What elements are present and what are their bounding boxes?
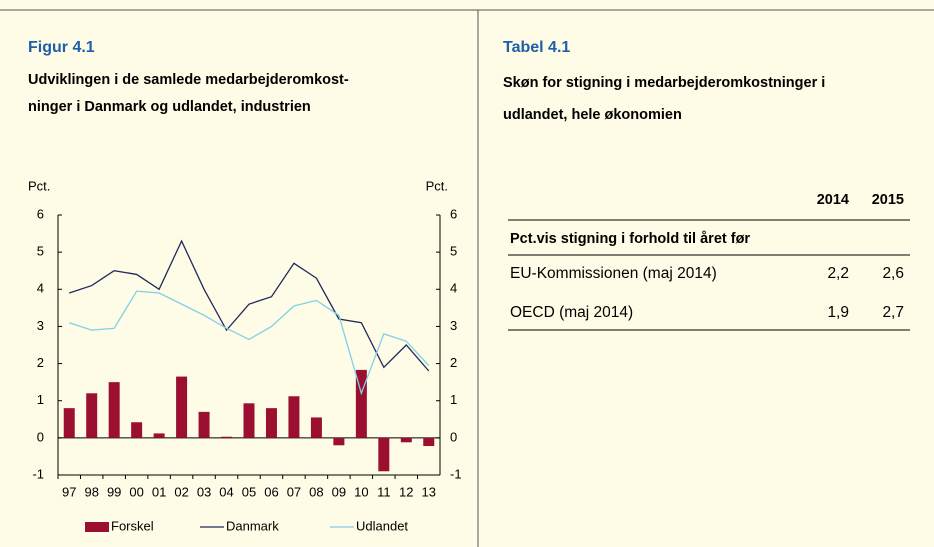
y2-tick-label: 2 [450, 355, 457, 370]
legend-label: Forskel [111, 518, 154, 533]
bar [221, 436, 233, 438]
bar [288, 396, 300, 438]
y2-tick-label: 6 [450, 206, 457, 221]
bar [63, 408, 75, 438]
x-tick-label: 97 [62, 484, 76, 499]
y-tick-label: 5 [37, 244, 44, 259]
x-tick-label: 12 [399, 484, 413, 499]
table-subtitle: udlandet, hele økonomien [503, 107, 682, 123]
figure-subtitle: Udviklingen i de samlede medarbejderomko… [28, 72, 349, 88]
x-tick-label: 02 [174, 484, 188, 499]
x-tick-label: 01 [152, 484, 166, 499]
y-tick-label: 6 [37, 206, 44, 221]
x-tick-label: 98 [84, 484, 98, 499]
x-tick-label: 10 [354, 484, 368, 499]
bar [243, 403, 255, 438]
row-label: EU-Kommissionen (maj 2014) [510, 265, 717, 282]
cell: 2,2 [827, 265, 849, 282]
bar [310, 417, 322, 438]
x-tick-label: 08 [309, 484, 323, 499]
legend-label: Danmark [226, 518, 279, 533]
y-tick-label: 2 [37, 355, 44, 370]
cell: 1,9 [827, 304, 849, 321]
column-header: 2014 [817, 192, 849, 208]
legend-swatch [85, 522, 109, 532]
bar [86, 393, 98, 438]
bar [176, 376, 188, 438]
line [69, 239, 430, 372]
cell: 2,6 [882, 265, 904, 282]
y-label: Pct. [28, 178, 50, 193]
y2-tick-label: 4 [450, 281, 457, 296]
table-subtitle: Skøn for stigning i medarbejderomkostnin… [503, 75, 825, 91]
bar [355, 369, 367, 438]
bar [400, 437, 412, 443]
y-tick-label: -1 [32, 466, 44, 481]
x-tick-label: 11 [377, 484, 391, 499]
y-tick-label: 3 [37, 318, 44, 333]
cell: 2,7 [882, 304, 904, 321]
x-tick-label: 05 [242, 484, 256, 499]
bar [108, 382, 120, 438]
y-tick-label: 4 [37, 281, 44, 296]
x-tick-label: 07 [287, 484, 301, 499]
y-tick-label: 1 [37, 392, 44, 407]
bar [423, 437, 435, 447]
row-label: OECD (maj 2014) [510, 304, 633, 321]
section-header: Pct.vis stigning i forhold til året før [510, 231, 750, 247]
bar [333, 437, 345, 446]
y2-tick-label: -1 [450, 466, 462, 481]
figure-subtitle: ninger i Danmark og udlandet, industrien [28, 99, 311, 115]
bar [198, 411, 210, 438]
bar [378, 437, 390, 472]
bar [131, 422, 143, 438]
x-tick-label: 09 [332, 484, 346, 499]
x-tick-label: 06 [264, 484, 278, 499]
y2-tick-label: 1 [450, 392, 457, 407]
y2-tick-label: 3 [450, 318, 457, 333]
x-tick-label: 03 [197, 484, 211, 499]
table-title: Tabel 4.1 [503, 39, 570, 56]
y-tick-label: 0 [37, 429, 44, 444]
column-header: 2015 [872, 192, 904, 208]
x-tick-label: 13 [422, 484, 436, 499]
x-tick-label: 00 [129, 484, 143, 499]
bar [265, 408, 277, 438]
x-tick-label: 04 [219, 484, 233, 499]
y2-label: Pct. [426, 178, 448, 193]
figure-title: Figur 4.1 [28, 39, 95, 56]
legend-label: Udlandet [356, 518, 408, 533]
y2-tick-label: 0 [450, 429, 457, 444]
x-tick-label: 99 [107, 484, 121, 499]
bar [153, 433, 165, 438]
line [69, 290, 430, 396]
y2-tick-label: 5 [450, 244, 457, 259]
